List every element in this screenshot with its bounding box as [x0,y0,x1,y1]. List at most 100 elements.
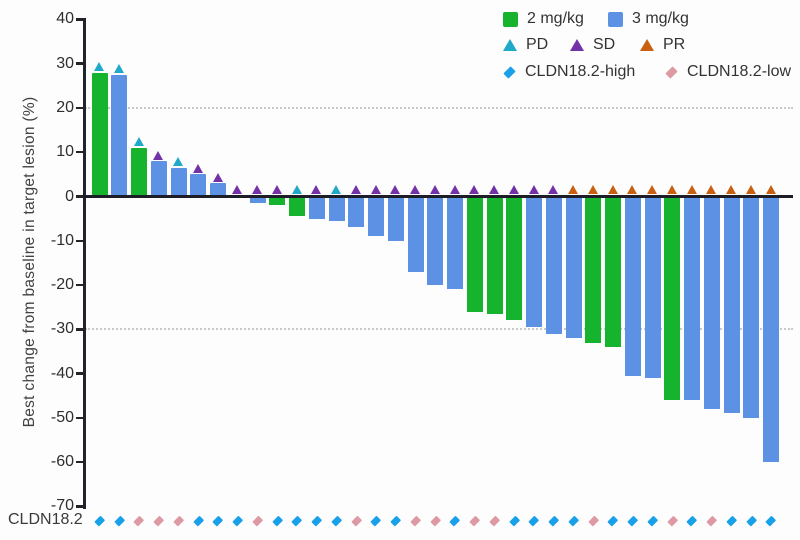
legend-item: PD [503,36,548,54]
y-tick-mark [76,416,84,420]
patient-bar [289,196,305,217]
response-marker-sd-icon [548,185,559,194]
cldn-diamond-low-icon [351,515,362,527]
legend-label: 2 mg/kg [527,10,584,27]
patient-bar [644,196,661,379]
response-marker-sd-icon [311,185,322,194]
patient-bar [585,196,602,343]
patient-bar [545,196,562,334]
cldn-diamond-high-icon [765,515,777,527]
cldn-diamond-high-icon [746,515,757,527]
cldn-diamond-high-icon [291,515,303,527]
y-tick-mark [76,460,84,464]
response-marker-sd-icon [449,185,460,194]
cldn-diamond-high-icon [311,515,322,527]
cldn-diamond-high-icon [647,515,658,527]
y-tick-mark [76,106,84,110]
cldn-diamond-high-icon [548,515,559,527]
y-tick-mark [76,505,84,508]
patient-bar [328,196,345,221]
patient-bar [150,161,167,197]
cldn-diamond-high-icon [193,515,204,527]
response-marker-sd-icon [370,185,381,194]
response-marker-pr-icon [765,185,776,194]
cldn-diamond-high-icon [509,515,520,527]
response-marker-pd-icon [331,185,341,194]
legend-label: CLDN18.2-low [687,63,792,80]
legend-item: CLDN18.2-high [503,63,635,81]
cldn-diamond-low-icon [153,515,164,527]
patient-bar [249,196,266,204]
cldn-diamond-high-icon [627,515,638,527]
patient-bar [368,196,384,237]
cldn-diamond-low-icon [706,515,717,527]
patient-bar [210,183,226,197]
cldn-diamond-high-icon [94,515,105,527]
cldn-diamond-low-icon [489,515,500,527]
patient-bar [605,196,621,348]
patient-bar [407,196,424,272]
response-marker-pd-icon [291,185,302,194]
response-marker-pr-icon [745,185,756,194]
y-tick-mark [76,239,84,243]
y-tick-label: 40 [56,10,74,28]
cldn-diamond-high-icon [232,515,243,527]
response-marker-pr-icon [666,185,677,194]
response-marker-pd-icon [113,64,124,74]
cldn-diamond-low-icon [252,515,263,527]
patient-bar [565,196,582,339]
response-marker-sd-icon [429,185,440,194]
cldn-diamond-high-icon [272,515,283,527]
patient-bar [723,196,740,414]
response-marker-pr-icon [726,185,736,194]
y-tick-label: -20 [50,276,74,294]
response-marker-sd-icon [271,185,282,194]
patient-bar [170,167,187,197]
y-tick-label: -10 [50,231,74,249]
legend-label: CLDN18.2-high [525,63,636,80]
patient-bar [684,196,700,401]
response-marker-pd-icon [173,157,183,167]
y-tick-mark [76,18,84,21]
legend-label: SD [593,36,616,53]
legend-square-icon [503,11,518,27]
response-marker-pr-icon [706,185,717,194]
gridline-20 [85,106,793,109]
y-tick-label: -40 [50,364,74,382]
response-marker-pr-icon [627,185,638,194]
zero-baseline [83,195,793,198]
response-marker-sd-icon [410,185,420,194]
legend-triangle-icon [640,39,654,51]
patient-bar [348,196,365,228]
patient-bar [526,196,542,328]
cldn-diamond-high-icon [568,515,579,527]
response-marker-sd-icon [489,185,499,194]
response-marker-pd-icon [133,137,144,147]
response-marker-pr-icon [568,185,578,194]
cldn-diamond-high-icon [212,515,224,527]
response-marker-pr-icon [686,185,697,194]
y-tick-mark [76,150,84,154]
patient-bar [308,196,325,219]
cldn-diamond-low-icon [430,515,441,527]
cldn-diamond-high-icon [528,515,540,527]
y-tick-mark [76,62,84,65]
patient-bar [131,147,147,197]
y-tick-label: 0 [65,187,74,205]
cldn-diamond-high-icon [726,515,737,527]
response-marker-sd-icon [508,185,519,194]
cldn-diamond-high-icon [686,515,698,527]
legend-item: 3 mg/kg [608,10,689,28]
patient-bar [466,196,483,312]
patient-bar [506,196,523,321]
legend-item: SD [570,36,615,54]
patient-bar [111,74,128,197]
y-tick-label: -50 [50,408,74,426]
gridline--30 [85,328,793,331]
response-marker-sd-icon [153,150,164,160]
legend-item: CLDN18.2-low [665,63,791,81]
cldn-diamond-high-icon [607,515,619,527]
response-marker-sd-icon [350,185,361,194]
patient-bar [624,196,641,376]
